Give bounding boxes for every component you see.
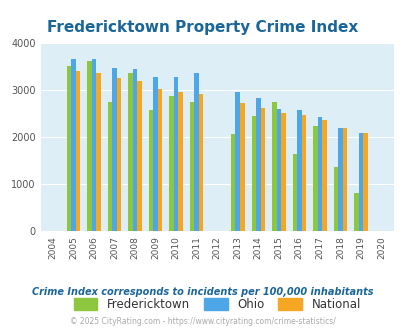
Bar bbox=[321, 120, 326, 231]
Bar bbox=[66, 66, 71, 231]
Bar bbox=[173, 77, 178, 231]
Bar bbox=[71, 59, 75, 231]
Bar bbox=[317, 117, 321, 231]
Bar bbox=[153, 77, 158, 231]
Bar bbox=[301, 115, 305, 231]
Bar bbox=[158, 88, 162, 231]
Text: © 2025 CityRating.com - https://www.cityrating.com/crime-statistics/: © 2025 CityRating.com - https://www.city… bbox=[70, 317, 335, 326]
Bar bbox=[337, 128, 342, 231]
Bar bbox=[342, 128, 346, 231]
Bar bbox=[132, 69, 137, 231]
Bar bbox=[149, 110, 153, 231]
Bar bbox=[96, 73, 100, 231]
Bar bbox=[92, 59, 96, 231]
Bar bbox=[190, 102, 194, 231]
Bar bbox=[117, 78, 121, 231]
Bar bbox=[251, 116, 256, 231]
Legend: Fredericktown, Ohio, National: Fredericktown, Ohio, National bbox=[69, 293, 364, 316]
Bar bbox=[178, 92, 183, 231]
Bar bbox=[75, 71, 80, 231]
Bar bbox=[271, 102, 276, 231]
Bar bbox=[312, 126, 317, 231]
Bar bbox=[169, 96, 173, 231]
Bar bbox=[112, 68, 117, 231]
Bar bbox=[198, 94, 203, 231]
Bar bbox=[256, 98, 260, 231]
Bar bbox=[358, 133, 362, 231]
Bar bbox=[362, 133, 367, 231]
Bar bbox=[230, 134, 235, 231]
Bar bbox=[353, 193, 358, 231]
Bar bbox=[239, 103, 244, 231]
Bar bbox=[87, 61, 92, 231]
Bar bbox=[107, 102, 112, 231]
Bar bbox=[128, 73, 132, 231]
Bar bbox=[235, 92, 239, 231]
Bar bbox=[292, 154, 296, 231]
Text: Fredericktown Property Crime Index: Fredericktown Property Crime Index bbox=[47, 20, 358, 35]
Bar bbox=[280, 113, 285, 231]
Bar bbox=[296, 110, 301, 231]
Bar bbox=[194, 73, 198, 231]
Bar bbox=[333, 167, 337, 231]
Bar bbox=[137, 81, 141, 231]
Bar bbox=[276, 109, 280, 231]
Text: Crime Index corresponds to incidents per 100,000 inhabitants: Crime Index corresponds to incidents per… bbox=[32, 287, 373, 297]
Bar bbox=[260, 108, 264, 231]
